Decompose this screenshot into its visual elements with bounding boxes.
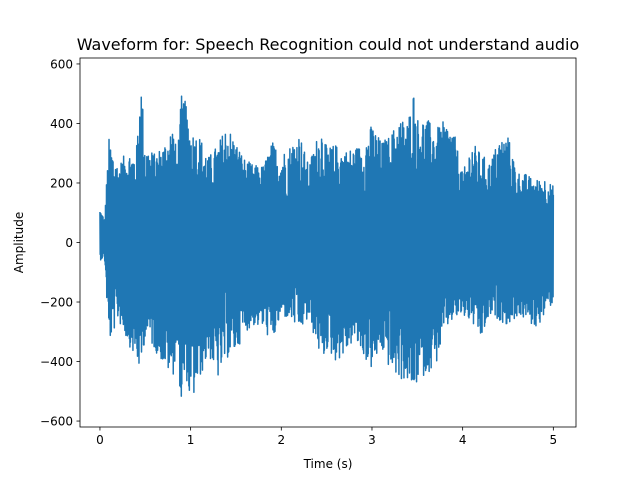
axis-ticks: 0 1 2 3 4 5 −600 −400 −200 0 200 400 600 bbox=[40, 57, 557, 447]
x-tick-label: 2 bbox=[277, 433, 285, 447]
y-tick-label: 200 bbox=[50, 176, 73, 190]
x-tick-label: 4 bbox=[459, 433, 467, 447]
x-tick-label: 3 bbox=[368, 433, 376, 447]
y-tick-label: 400 bbox=[50, 117, 73, 131]
x-tick-label: 0 bbox=[96, 433, 104, 447]
plot-area bbox=[99, 95, 555, 397]
y-tick-label: −600 bbox=[40, 414, 73, 428]
x-axis-label: Time (s) bbox=[303, 457, 353, 471]
y-tick-label: 0 bbox=[65, 236, 73, 250]
chart-title: Waveform for: Speech Recognition could n… bbox=[77, 35, 580, 54]
y-axis-label: Amplitude bbox=[12, 212, 26, 274]
y-tick-label: 600 bbox=[50, 57, 73, 71]
x-tick-label: 5 bbox=[550, 433, 558, 447]
y-tick-label: −400 bbox=[40, 355, 73, 369]
waveform-line bbox=[99, 95, 555, 397]
x-tick-label: 1 bbox=[187, 433, 195, 447]
y-tick-label: −200 bbox=[40, 295, 73, 309]
